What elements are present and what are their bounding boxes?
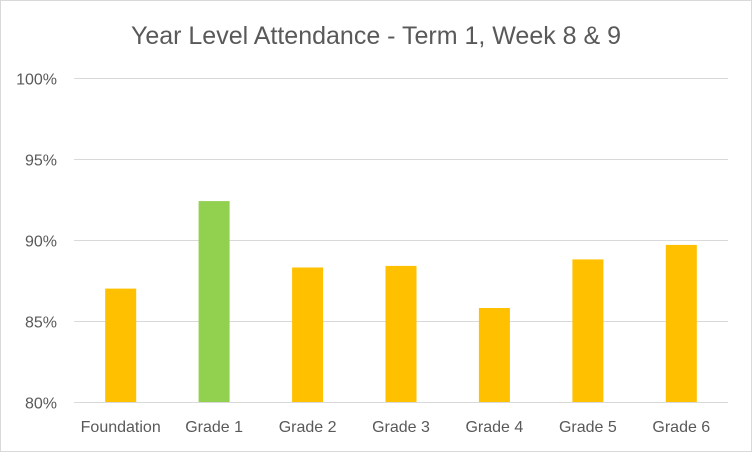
bar-grade-1 — [198, 201, 230, 402]
chart-title: Year Level Attendance - Term 1, Week 8 &… — [131, 22, 621, 50]
y-tick-label: 85% — [25, 315, 57, 332]
bar-grade-4 — [478, 308, 510, 402]
x-tick-label: Grade 4 — [465, 419, 523, 436]
y-tick-label: 90% — [25, 234, 57, 251]
y-tick-label: 80% — [25, 396, 57, 413]
bar-foundation — [105, 288, 137, 402]
x-tick-label: Grade 6 — [652, 419, 710, 436]
x-tick-label: Grade 5 — [559, 419, 617, 436]
bar-grade-6 — [665, 244, 697, 402]
y-tick-label: 95% — [25, 153, 57, 170]
x-tick-label: Foundation — [81, 419, 161, 436]
bar-grade-2 — [292, 267, 324, 402]
bar-grade-3 — [385, 265, 417, 402]
x-tick-label: Grade 1 — [185, 419, 243, 436]
y-tick-label: 100% — [16, 72, 57, 89]
x-tick-label: Grade 3 — [372, 419, 430, 436]
x-tick-label: Grade 2 — [279, 419, 337, 436]
bar-grade-5 — [572, 259, 604, 402]
